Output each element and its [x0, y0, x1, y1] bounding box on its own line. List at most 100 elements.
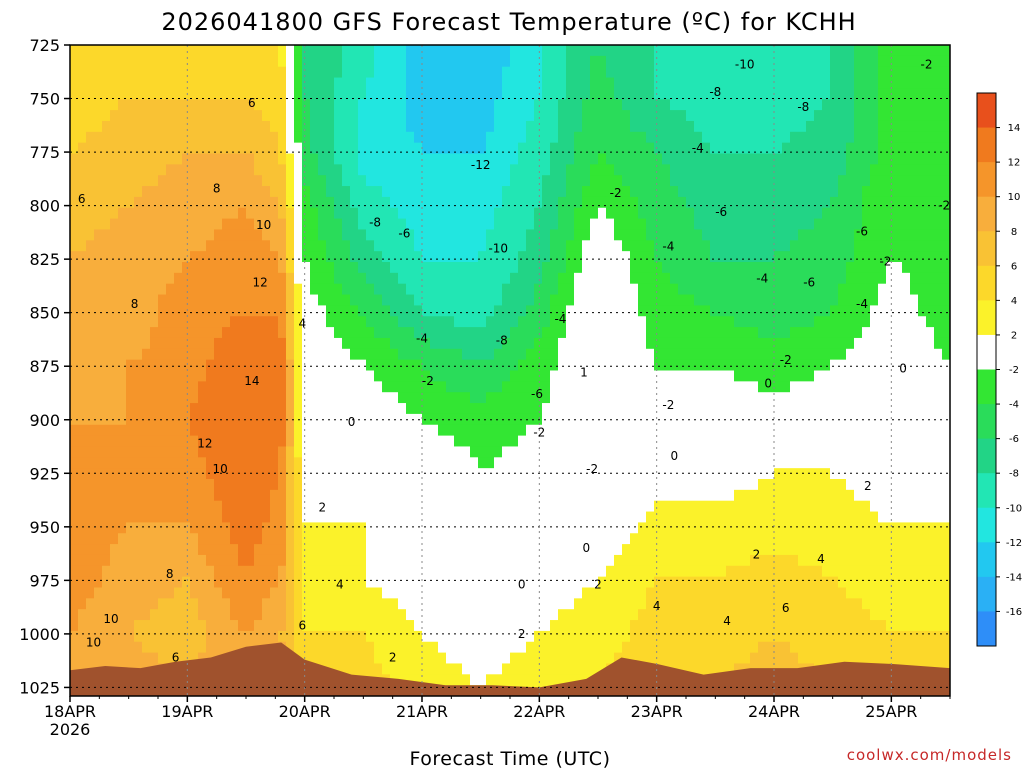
temperature-cell — [254, 620, 263, 632]
temperature-cell — [182, 403, 191, 415]
temperature-cell — [406, 565, 415, 578]
temperature-cell — [638, 544, 647, 556]
temperature-cell — [254, 153, 263, 165]
temperature-cell — [134, 77, 143, 89]
temperature-cell — [414, 294, 423, 306]
temperature-cell — [246, 337, 255, 350]
temperature-cell — [182, 446, 191, 458]
temperature-cell — [654, 316, 663, 328]
temperature-cell — [94, 110, 103, 122]
temperature-cell — [582, 641, 591, 654]
temperature-cell — [582, 142, 591, 155]
temperature-cell — [702, 110, 711, 122]
temperature-cell — [462, 55, 471, 68]
temperature-cell — [598, 446, 607, 458]
temperature-cell — [238, 66, 247, 79]
temperature-cell — [414, 316, 423, 328]
temperature-cell — [518, 316, 527, 328]
temperature-cell — [646, 359, 655, 372]
temperature-cell — [294, 609, 303, 621]
temperature-cell — [726, 207, 735, 220]
temperature-cell — [646, 554, 655, 567]
temperature-cell — [726, 316, 735, 328]
temperature-cell — [670, 142, 679, 155]
temperature-cell — [206, 348, 215, 361]
temperature-cell — [342, 251, 351, 263]
temperature-cell — [206, 196, 215, 209]
temperature-cell — [302, 413, 311, 426]
temperature-cell — [630, 99, 639, 111]
temperature-cell — [430, 403, 439, 415]
temperature-cell — [518, 359, 527, 372]
temperature-cell — [150, 479, 159, 491]
temperature-cell — [598, 229, 607, 241]
temperature-cell — [166, 435, 175, 448]
temperature-cell — [190, 77, 199, 89]
temperature-cell — [158, 294, 167, 306]
temperature-cell — [350, 609, 359, 621]
temperature-cell — [582, 348, 591, 361]
temperature-cell — [342, 218, 351, 231]
temperature-cell — [318, 479, 327, 491]
temperature-cell — [222, 403, 231, 415]
temperature-cell — [118, 294, 127, 306]
temperature-cell — [110, 45, 119, 57]
temperature-cell — [686, 663, 695, 675]
temperature-cell — [542, 186, 551, 198]
temperature-cell — [646, 88, 655, 100]
temperature-cell — [574, 316, 583, 328]
temperature-cell — [126, 435, 135, 448]
temperature-cell — [662, 99, 671, 111]
temperature-cell — [230, 66, 239, 79]
temperature-cell — [110, 164, 119, 176]
temperature-cell — [406, 110, 415, 122]
temperature-cell — [406, 674, 415, 686]
temperature-cell — [486, 120, 495, 133]
temperature-cell — [710, 392, 719, 404]
temperature-cell — [182, 565, 191, 578]
temperature-cell — [398, 554, 407, 567]
temperature-cell — [326, 392, 335, 404]
temperature-cell — [670, 240, 679, 252]
temperature-cell — [406, 652, 415, 665]
temperature-cell — [734, 218, 743, 231]
temperature-cell — [350, 565, 359, 578]
temperature-cell — [198, 348, 207, 361]
temperature-cell — [118, 99, 127, 111]
temperature-cell — [206, 544, 215, 556]
temperature-cell — [694, 413, 703, 426]
temperature-cell — [422, 175, 431, 187]
temperature-cell — [182, 609, 191, 621]
temperature-cell — [654, 533, 663, 545]
temperature-cell — [558, 565, 567, 578]
temperature-cell — [246, 576, 255, 589]
temperature-cell — [662, 403, 671, 415]
temperature-cell — [414, 55, 423, 68]
temperature-cell — [614, 218, 623, 231]
temperature-cell — [686, 77, 695, 89]
temperature-cell — [102, 598, 111, 610]
temperature-cell — [430, 218, 439, 231]
temperature-cell — [206, 359, 215, 372]
temperature-cell — [662, 88, 671, 100]
temperature-cell — [366, 424, 375, 437]
temperature-cell — [78, 337, 87, 350]
temperature-cell — [678, 641, 687, 654]
temperature-cell — [582, 370, 591, 382]
temperature-cell — [534, 609, 543, 621]
temperature-cell — [86, 533, 95, 545]
temperature-cell — [638, 45, 647, 57]
temperature-cell — [582, 652, 591, 665]
temperature-cell — [694, 207, 703, 220]
temperature-cell — [694, 272, 703, 285]
temperature-cell — [638, 66, 647, 79]
temperature-cell — [614, 370, 623, 382]
temperature-cell — [526, 435, 535, 448]
temperature-cell — [86, 218, 95, 231]
temperature-cell — [614, 283, 623, 296]
temperature-cell — [262, 77, 271, 89]
temperature-cell — [638, 609, 647, 621]
temperature-cell — [334, 251, 343, 263]
temperature-cell — [270, 392, 279, 404]
temperature-cell — [134, 609, 143, 621]
